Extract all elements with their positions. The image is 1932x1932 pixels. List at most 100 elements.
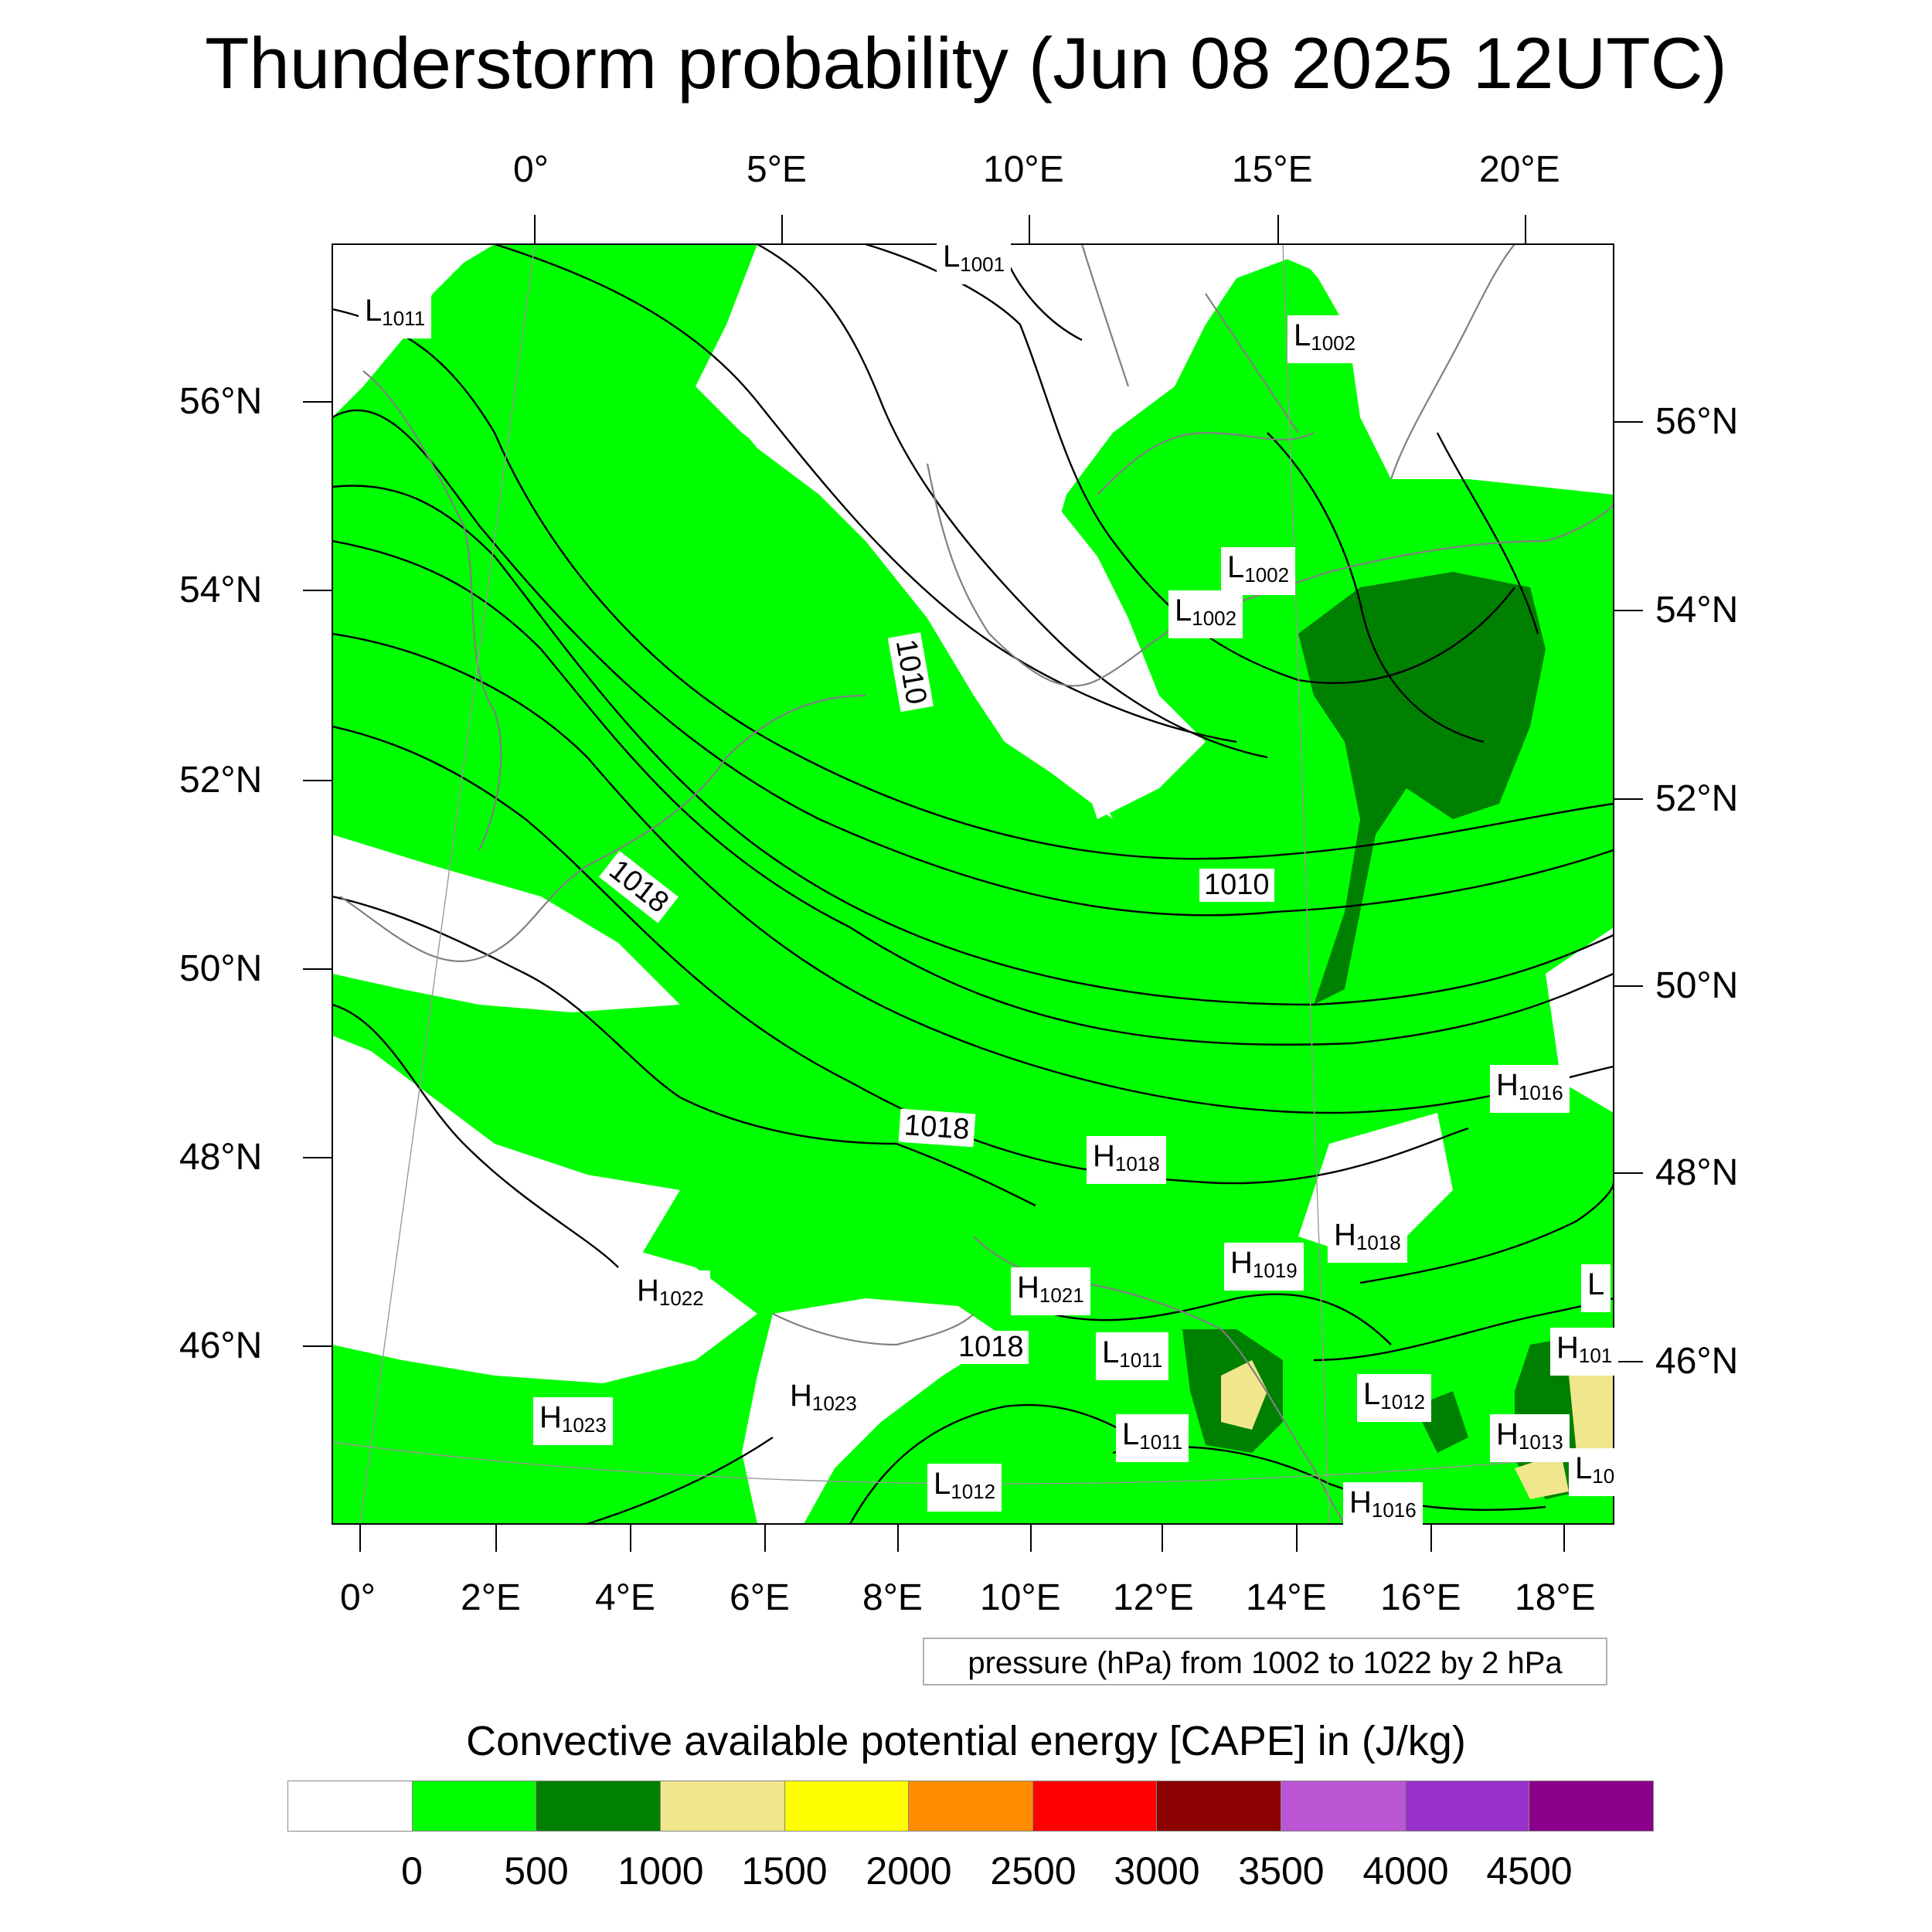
bottom-axis-label: 0° bbox=[340, 1577, 376, 1618]
pressure-center-label: H1021 bbox=[1011, 1267, 1090, 1315]
coastline bbox=[1097, 502, 1614, 681]
colorbar-tick-label: 1500 bbox=[741, 1849, 828, 1893]
pressure-center-label: H1018 bbox=[1328, 1215, 1407, 1263]
coastline bbox=[1097, 431, 1315, 495]
right-axis-label: 56°N bbox=[1655, 401, 1739, 442]
coastline bbox=[362, 370, 502, 851]
isobar bbox=[332, 409, 1614, 917]
pressure-center-label: H1022 bbox=[631, 1270, 710, 1318]
colorbar-tick-label: 2000 bbox=[866, 1849, 952, 1893]
cape-field-zero bbox=[1252, 244, 1614, 495]
coastline bbox=[1205, 293, 1299, 434]
cape-field-zero bbox=[332, 244, 495, 417]
pressure-center-label: L1011 bbox=[359, 291, 432, 338]
bottom-axis-label: 12°E bbox=[1113, 1577, 1194, 1618]
colorbar-swatch bbox=[1281, 1781, 1406, 1831]
colorbar-tick-label: 3000 bbox=[1114, 1849, 1200, 1893]
colorbar-swatch bbox=[288, 1781, 413, 1831]
top-axis-label: 15°E bbox=[1232, 149, 1313, 190]
colorbar-swatch bbox=[909, 1781, 1033, 1831]
pressure-center-label: L bbox=[1581, 1264, 1611, 1312]
pressure-center-label: H1018 bbox=[1087, 1136, 1166, 1184]
cape-field-zero bbox=[742, 1298, 1005, 1524]
pressure-center-label: H1016 bbox=[1343, 1482, 1423, 1530]
pressure-center-label: H1019 bbox=[1224, 1243, 1304, 1291]
isobar bbox=[332, 308, 1614, 860]
isobar-label: 1018 bbox=[954, 1331, 1029, 1364]
colorbar-swatch bbox=[1529, 1781, 1654, 1831]
colorbar-tick-label: 4000 bbox=[1362, 1849, 1449, 1893]
cape-field-1000-1500 bbox=[1221, 1360, 1267, 1430]
meridian bbox=[359, 244, 536, 1524]
bottom-axis-label: 16°E bbox=[1380, 1577, 1461, 1618]
coastline bbox=[772, 1313, 975, 1346]
colorbar-swatch bbox=[1157, 1781, 1282, 1831]
pressure-center-label: L1011 bbox=[1116, 1414, 1189, 1462]
isobar bbox=[332, 539, 1614, 1046]
top-axis-label: 0° bbox=[513, 149, 549, 190]
pressure-center-label: L1012 bbox=[927, 1464, 1002, 1512]
bottom-axis-label: 2°E bbox=[461, 1577, 521, 1618]
isobar bbox=[587, 1437, 774, 1524]
cape-field-1000-1500 bbox=[1569, 1368, 1614, 1453]
coastline bbox=[1389, 244, 1515, 480]
pressure-center-label: H101 bbox=[1550, 1328, 1619, 1376]
pressure-center-label: L1002 bbox=[1168, 590, 1243, 638]
bottom-axis-label: 10°E bbox=[980, 1577, 1061, 1618]
left-axis-label: 46°N bbox=[179, 1325, 263, 1366]
isobar bbox=[757, 244, 1268, 759]
colorbar-swatch bbox=[412, 1781, 537, 1831]
isobars bbox=[332, 244, 1614, 1524]
right-axis-label: 50°N bbox=[1655, 965, 1739, 1006]
colorbar-swatch bbox=[784, 1781, 910, 1831]
pressure-center-label: H1023 bbox=[533, 1397, 613, 1445]
cape-field-zero bbox=[332, 835, 680, 1012]
legend-title: Convective available potential energy [C… bbox=[466, 1718, 1466, 1764]
colorbar-tick-label: 500 bbox=[504, 1849, 569, 1893]
isobar bbox=[1436, 432, 1539, 634]
isobar bbox=[849, 1403, 1160, 1524]
colorbar-swatch bbox=[1405, 1781, 1530, 1831]
cape-colorbar bbox=[287, 1781, 1654, 1832]
colorbar-tick-label: 0 bbox=[401, 1849, 423, 1893]
contour-info-label: pressure (hPa) from 1002 to 1022 by 2 hP… bbox=[923, 1638, 1607, 1685]
top-axis-label: 20°E bbox=[1479, 149, 1560, 190]
left-axis-label: 50°N bbox=[179, 948, 263, 989]
meridian bbox=[1282, 244, 1330, 1524]
colorbar-tick-label: 1000 bbox=[617, 1849, 704, 1893]
isobar bbox=[332, 632, 1614, 1114]
top-axis-label: 10°E bbox=[983, 149, 1064, 190]
left-axis-label: 52°N bbox=[179, 760, 263, 801]
top-axis-label: 5°E bbox=[747, 149, 807, 190]
pressure-center-label: H1016 bbox=[1490, 1065, 1570, 1113]
pressure-center-label: L1002 bbox=[1287, 315, 1362, 363]
isobar bbox=[494, 244, 1237, 743]
left-axis-label: 56°N bbox=[179, 381, 263, 422]
bottom-axis-label: 4°E bbox=[595, 1577, 655, 1618]
cape-field-zero bbox=[332, 1213, 757, 1383]
colorbar-swatch bbox=[660, 1781, 785, 1831]
colorbar-tick-label: 3500 bbox=[1238, 1849, 1325, 1893]
left-axis-label: 54°N bbox=[179, 570, 263, 611]
colorbar-tick-label: 2500 bbox=[990, 1849, 1077, 1893]
pressure-center-label: H1013 bbox=[1490, 1414, 1570, 1462]
colorbar-swatch bbox=[536, 1781, 661, 1831]
bottom-axis-label: 8°E bbox=[862, 1577, 923, 1618]
isobar-label: 1010 bbox=[1199, 869, 1274, 902]
isobar-label: 1018 bbox=[898, 1108, 975, 1148]
right-axis-label: 54°N bbox=[1655, 590, 1739, 631]
isobar bbox=[332, 895, 1036, 1207]
pressure-center-label: L10 bbox=[1569, 1448, 1621, 1496]
pressure-center-label: L1001 bbox=[937, 236, 1012, 284]
bottom-axis-label: 14°E bbox=[1246, 1577, 1327, 1618]
cape-field-1000-1500 bbox=[1515, 1453, 1569, 1499]
map-title: Thunderstorm probability (Jun 08 2025 12… bbox=[205, 22, 1727, 104]
isobar bbox=[865, 244, 1515, 684]
coastline bbox=[1080, 244, 1130, 387]
coastline bbox=[926, 463, 1098, 687]
isobar bbox=[332, 725, 1469, 1185]
right-axis-label: 48°N bbox=[1655, 1152, 1739, 1193]
pressure-center-label: L1011 bbox=[1096, 1332, 1169, 1380]
isobar bbox=[332, 1003, 619, 1268]
